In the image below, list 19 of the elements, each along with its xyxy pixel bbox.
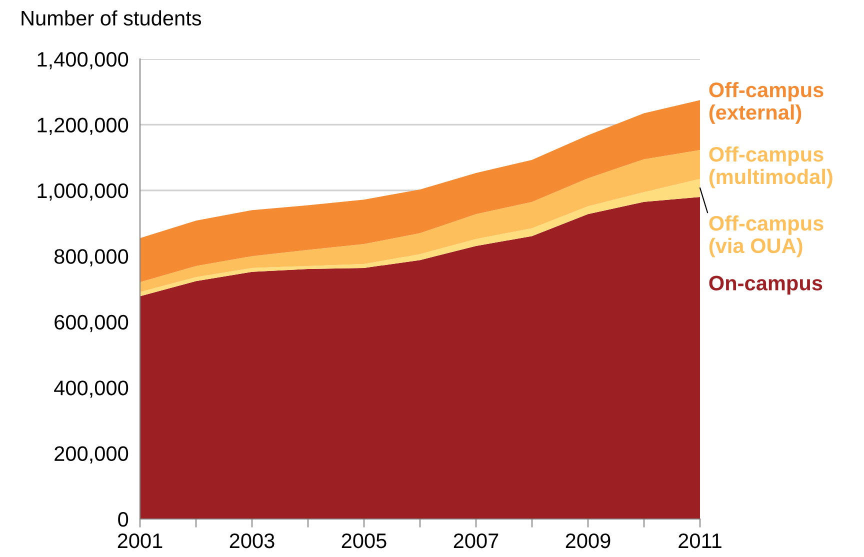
series-label: Off-campus (external) bbox=[709, 82, 824, 124]
y-tick-label: 0 bbox=[118, 512, 128, 527]
y-tick-label: 600,000 bbox=[54, 314, 128, 332]
series-label: On-campus bbox=[709, 276, 822, 295]
series-label: Off-campus (via OUA) bbox=[709, 215, 824, 258]
y-tick-label: 1,000,000 bbox=[38, 183, 128, 201]
x-tick-label: 2003 bbox=[230, 533, 274, 548]
x-tick-label: 2011 bbox=[678, 533, 722, 548]
x-tick-label: 2001 bbox=[118, 533, 162, 548]
x-tick-label: 2007 bbox=[454, 533, 498, 548]
y-tick-label: 1,200,000 bbox=[38, 118, 128, 135]
y-tick-label: 1,400,000 bbox=[38, 52, 128, 70]
x-tick-label: 2009 bbox=[566, 533, 610, 548]
y-tick-label: 800,000 bbox=[54, 249, 128, 266]
y-axis-title: Number of students bbox=[22, 10, 202, 26]
y-tick-label: 200,000 bbox=[54, 446, 128, 464]
series-label: Off-campus (multimodal) bbox=[709, 146, 832, 188]
y-tick-label: 400,000 bbox=[54, 380, 128, 398]
x-tick-label: 2005 bbox=[342, 533, 386, 548]
